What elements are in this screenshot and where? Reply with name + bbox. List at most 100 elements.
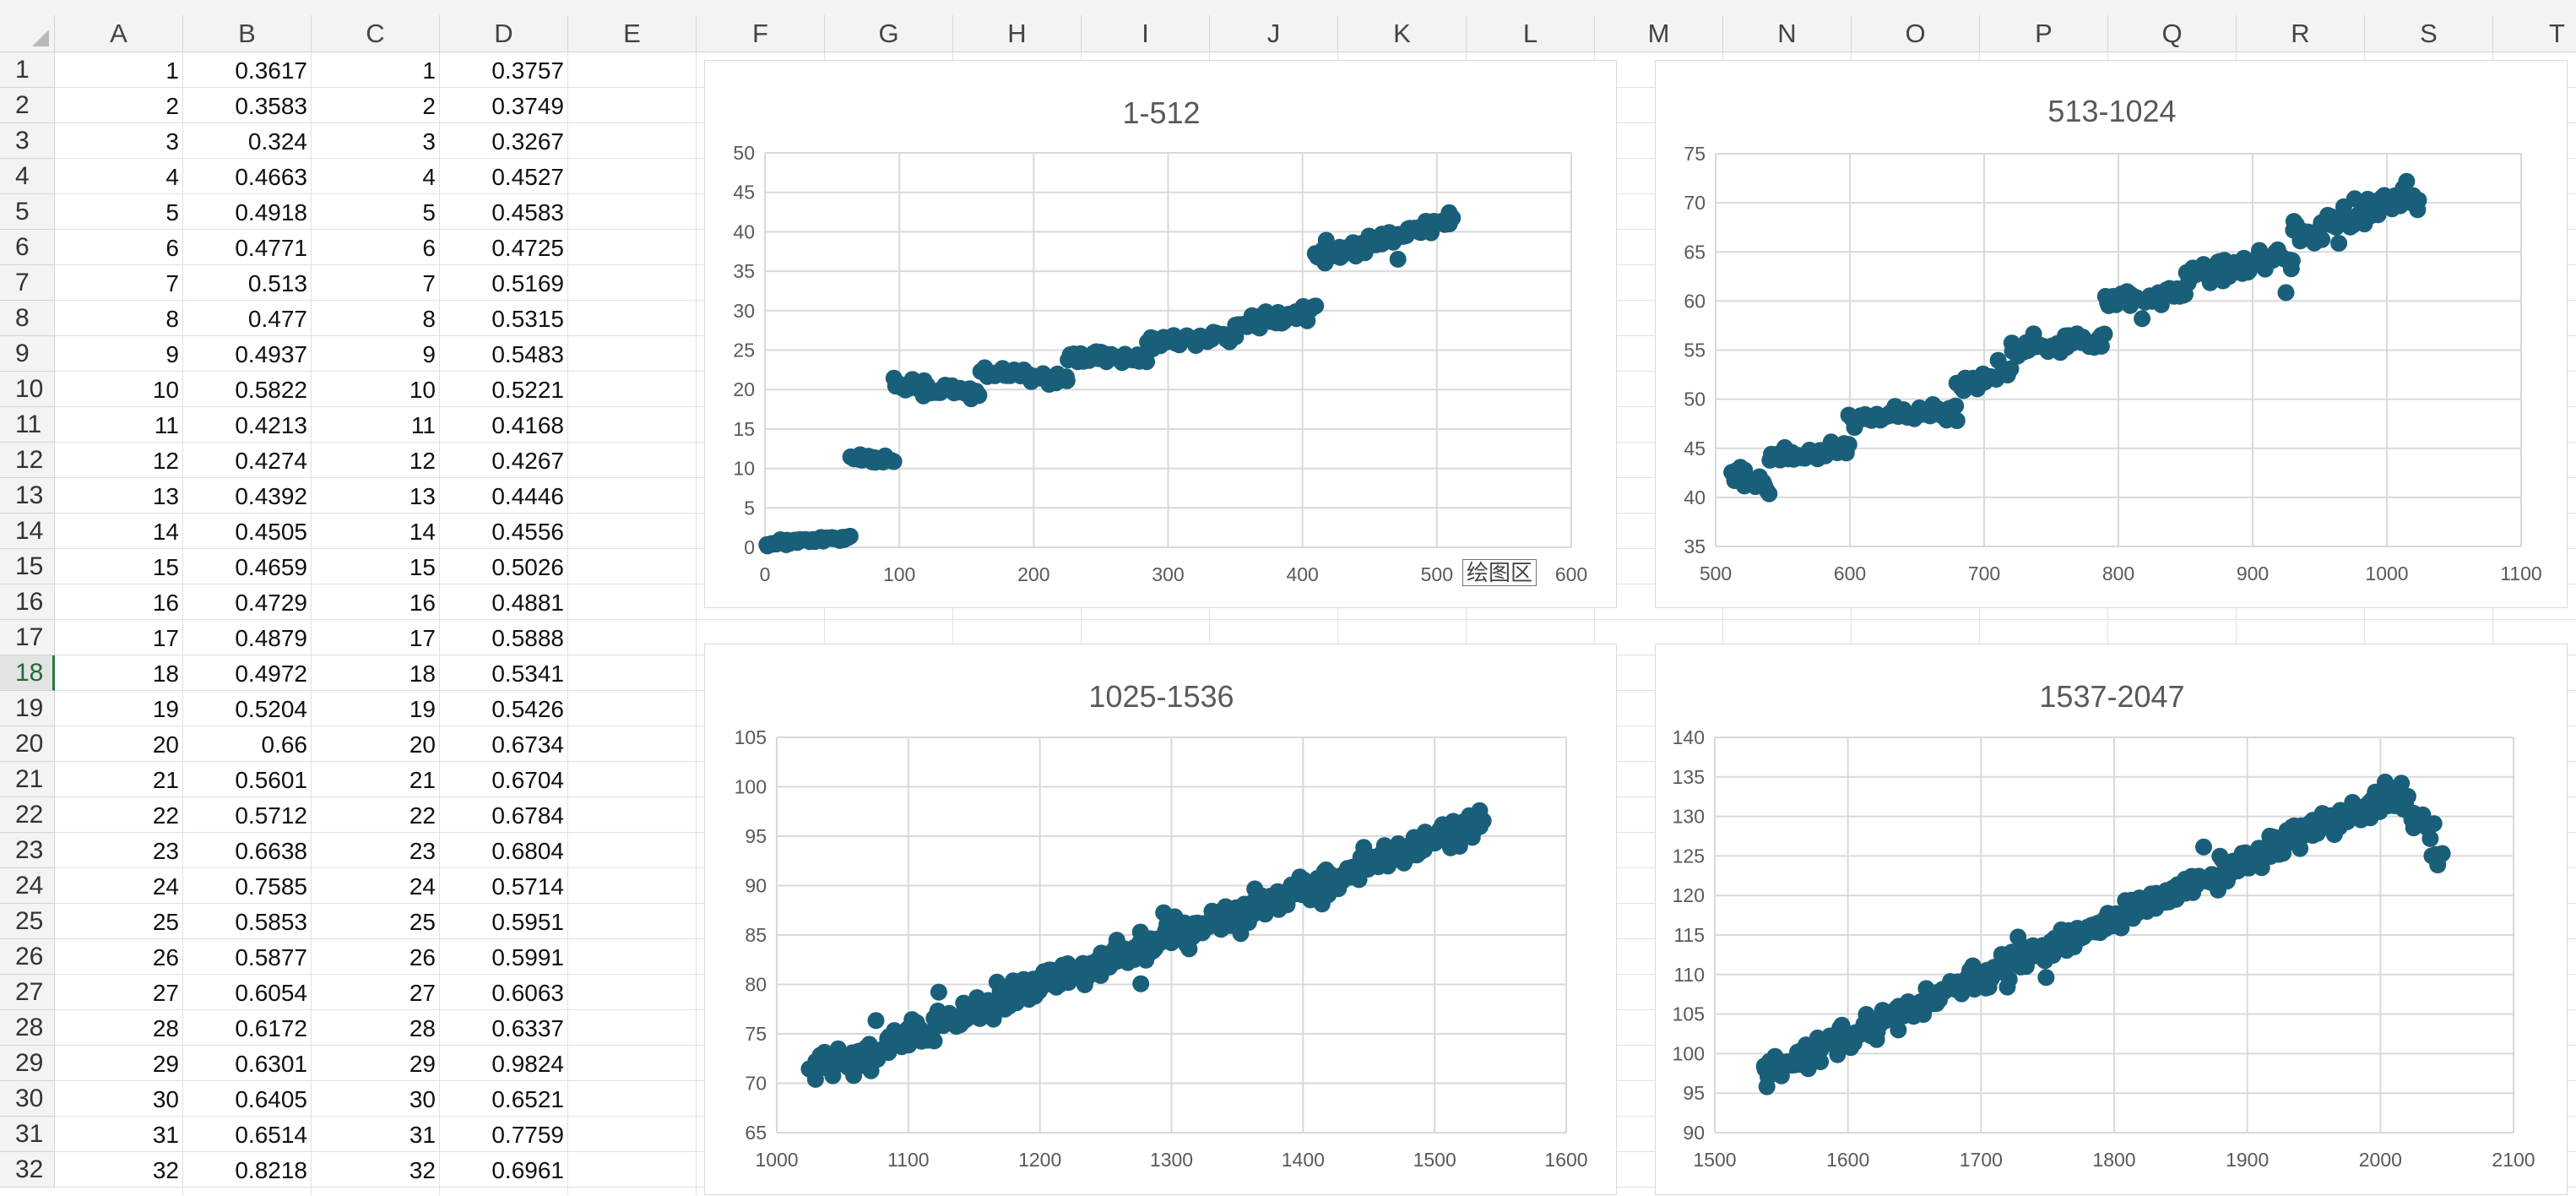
cell-b3[interactable]: 0.324 [247,128,307,155]
row-header-2[interactable]: 2 [0,88,55,123]
row-header-23[interactable]: 23 [0,833,55,868]
cell-b28[interactable]: 0.6172 [235,1015,307,1041]
row-header-9[interactable]: 9 [0,336,55,372]
cell-d8[interactable]: 0.5315 [491,306,564,332]
cell-d18[interactable]: 0.5341 [491,661,564,687]
cell-a25[interactable]: 25 [152,909,179,935]
cell-a8[interactable]: 8 [165,306,179,332]
cell-d26[interactable]: 0.5991 [491,944,564,970]
cell-a22[interactable]: 22 [152,802,179,829]
cell-c17[interactable]: 17 [409,625,436,651]
cell-c7[interactable]: 7 [422,270,436,296]
row-header-26[interactable]: 26 [0,939,55,975]
cell-d19[interactable]: 0.5426 [491,696,564,722]
row-header-24[interactable]: 24 [0,868,55,904]
cell-d12[interactable]: 0.4267 [491,448,564,474]
row-header-28[interactable]: 28 [0,1010,55,1046]
cell-d31[interactable]: 0.7759 [491,1122,564,1148]
cell-b20[interactable]: 0.66 [261,731,308,758]
column-header-h[interactable]: H [953,15,1082,52]
cell-d2[interactable]: 0.3749 [491,93,564,119]
row-header-18[interactable]: 18 [0,655,55,691]
cell-b2[interactable]: 0.3583 [235,93,307,119]
cell-d24[interactable]: 0.5714 [491,873,564,900]
cell-d17[interactable]: 0.5888 [491,625,564,651]
cell-b30[interactable]: 0.6405 [235,1086,307,1112]
cell-d7[interactable]: 0.5169 [491,270,564,296]
cell-c29[interactable]: 29 [409,1051,436,1077]
cell-a23[interactable]: 23 [152,838,179,864]
cell-b17[interactable]: 0.4879 [235,625,307,651]
cell-b9[interactable]: 0.4937 [235,341,307,367]
cell-a21[interactable]: 21 [152,767,179,793]
cell-d28[interactable]: 0.6337 [491,1015,564,1041]
cell-c24[interactable]: 24 [409,873,436,900]
cell-a7[interactable]: 7 [165,270,179,296]
column-header-m[interactable]: M [1595,15,1723,52]
cell-b19[interactable]: 0.5204 [235,696,307,722]
cell-c15[interactable]: 15 [409,554,436,580]
cell-b24[interactable]: 0.7585 [235,873,307,900]
cell-a27[interactable]: 27 [152,980,179,1006]
cell-b26[interactable]: 0.5877 [235,944,307,970]
cell-c11[interactable]: 11 [410,412,436,438]
column-header-n[interactable]: N [1723,15,1852,52]
cell-c19[interactable]: 19 [409,696,436,722]
cell-a1[interactable]: 1 [165,57,179,84]
cell-a3[interactable]: 3 [165,128,179,155]
row-header-20[interactable]: 20 [0,726,55,762]
row-header-13[interactable]: 13 [0,478,55,514]
column-header-q[interactable]: Q [2108,15,2237,52]
cell-a6[interactable]: 6 [165,235,179,261]
cell-a28[interactable]: 28 [152,1015,179,1041]
cell-d11[interactable]: 0.4168 [491,412,564,438]
cell-b27[interactable]: 0.6054 [235,980,307,1006]
cell-a2[interactable]: 2 [165,93,179,119]
cell-d10[interactable]: 0.5221 [491,377,564,403]
cell-c2[interactable]: 2 [422,93,436,119]
cell-b22[interactable]: 0.5712 [235,802,307,829]
row-header-22[interactable]: 22 [0,797,55,833]
cell-b14[interactable]: 0.4505 [235,519,307,545]
cell-c6[interactable]: 6 [422,235,436,261]
cell-b12[interactable]: 0.4274 [235,448,307,474]
cell-d29[interactable]: 0.9824 [491,1051,564,1077]
column-header-p[interactable]: P [1980,15,2108,52]
cell-a24[interactable]: 24 [152,873,179,900]
scatter-chart-1537-2047[interactable]: 90 95 100 105 110 115 120 125 130 135 140 1500 1600 1… [1655,644,2568,1195]
cell-d25[interactable]: 0.5951 [491,909,564,935]
cell-b15[interactable]: 0.4659 [235,554,307,580]
cell-c13[interactable]: 13 [409,483,436,509]
row-header-19[interactable]: 19 [0,691,55,726]
row-header-27[interactable]: 27 [0,975,55,1010]
column-header-g[interactable]: G [825,15,953,52]
cell-c16[interactable]: 16 [409,590,436,616]
cell-c12[interactable]: 12 [409,448,436,474]
cell-a14[interactable]: 14 [152,519,179,545]
cell-c3[interactable]: 3 [422,128,436,155]
cell-a5[interactable]: 5 [165,199,179,226]
cell-b4[interactable]: 0.4663 [235,164,307,190]
cell-a15[interactable]: 15 [152,554,179,580]
cell-c5[interactable]: 5 [422,199,436,226]
column-header-e[interactable]: E [568,15,697,52]
cell-a20[interactable]: 20 [152,731,179,758]
cell-c8[interactable]: 8 [422,306,436,332]
scatter-chart-513-1024[interactable]: 35 40 45 50 55 60 65 70 75 500 600 700 800 900 1000 110… [1655,60,2568,608]
column-header-a[interactable]: A [55,15,183,52]
row-header-3[interactable]: 3 [0,123,55,159]
cell-d9[interactable]: 0.5483 [491,341,564,367]
row-header-21[interactable]: 21 [0,762,55,797]
cell-b32[interactable]: 0.8218 [235,1157,307,1183]
column-header-s[interactable]: S [2365,15,2493,52]
cell-c4[interactable]: 4 [422,164,436,190]
cell-c31[interactable]: 31 [409,1122,436,1148]
cell-b5[interactable]: 0.4918 [235,199,307,226]
cell-d23[interactable]: 0.6804 [491,838,564,864]
cell-b29[interactable]: 0.6301 [235,1051,307,1077]
row-header-4[interactable]: 4 [0,159,55,194]
cell-d13[interactable]: 0.4446 [491,483,564,509]
cell-d4[interactable]: 0.4527 [491,164,564,190]
cell-c30[interactable]: 30 [409,1086,436,1112]
cell-c25[interactable]: 25 [409,909,436,935]
